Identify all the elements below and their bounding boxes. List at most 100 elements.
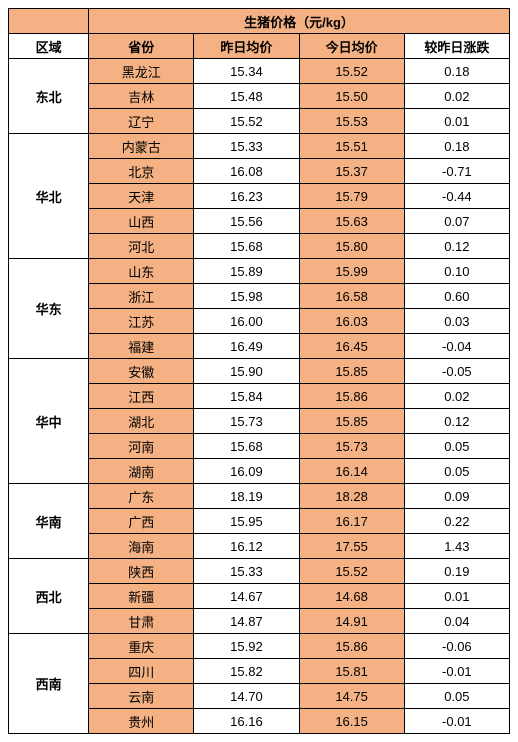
today-cell: 15.79 <box>299 184 404 209</box>
yesterday-cell: 15.90 <box>194 359 299 384</box>
today-cell: 15.51 <box>299 134 404 159</box>
province-cell: 辽宁 <box>89 109 194 134</box>
province-cell: 新疆 <box>89 584 194 609</box>
province-cell: 湖南 <box>89 459 194 484</box>
yesterday-cell: 15.68 <box>194 234 299 259</box>
province-cell: 云南 <box>89 684 194 709</box>
region-cell: 华中 <box>9 359 89 484</box>
today-cell: 15.80 <box>299 234 404 259</box>
today-cell: 15.52 <box>299 559 404 584</box>
change-cell: -0.06 <box>404 634 509 659</box>
price-table: 生猪价格（元/kg） 区域 省份 昨日均价 今日均价 较昨日涨跌 东北黑龙江15… <box>8 8 510 734</box>
change-cell: -0.01 <box>404 659 509 684</box>
change-cell: 0.05 <box>404 684 509 709</box>
table-body: 东北黑龙江15.3415.520.18吉林15.4815.500.02辽宁15.… <box>9 59 510 734</box>
province-cell: 重庆 <box>89 634 194 659</box>
region-cell: 东北 <box>9 59 89 134</box>
table-row: 东北黑龙江15.3415.520.18 <box>9 59 510 84</box>
today-cell: 15.81 <box>299 659 404 684</box>
yesterday-cell: 16.23 <box>194 184 299 209</box>
yesterday-cell: 15.84 <box>194 384 299 409</box>
table-row: 华北内蒙古15.3315.510.18 <box>9 134 510 159</box>
change-cell: 0.02 <box>404 384 509 409</box>
region-cell: 西北 <box>9 559 89 634</box>
today-cell: 15.99 <box>299 259 404 284</box>
change-cell: 0.19 <box>404 559 509 584</box>
col-today: 今日均价 <box>299 34 404 59</box>
today-cell: 14.75 <box>299 684 404 709</box>
change-cell: 0.09 <box>404 484 509 509</box>
yesterday-cell: 16.16 <box>194 709 299 734</box>
today-cell: 15.73 <box>299 434 404 459</box>
change-cell: 0.01 <box>404 584 509 609</box>
yesterday-cell: 15.98 <box>194 284 299 309</box>
province-cell: 天津 <box>89 184 194 209</box>
change-cell: 0.12 <box>404 409 509 434</box>
province-cell: 福建 <box>89 334 194 359</box>
today-cell: 16.03 <box>299 309 404 334</box>
table-row: 华中安徽15.9015.85-0.05 <box>9 359 510 384</box>
change-cell: -0.01 <box>404 709 509 734</box>
change-cell: 0.02 <box>404 84 509 109</box>
yesterday-cell: 15.52 <box>194 109 299 134</box>
header-row: 区域 省份 昨日均价 今日均价 较昨日涨跌 <box>9 34 510 59</box>
today-cell: 14.68 <box>299 584 404 609</box>
change-cell: -0.04 <box>404 334 509 359</box>
province-cell: 陕西 <box>89 559 194 584</box>
yesterday-cell: 15.33 <box>194 134 299 159</box>
province-cell: 甘肃 <box>89 609 194 634</box>
change-cell: 0.18 <box>404 59 509 84</box>
today-cell: 15.85 <box>299 359 404 384</box>
province-cell: 河北 <box>89 234 194 259</box>
change-cell: 0.04 <box>404 609 509 634</box>
province-cell: 内蒙古 <box>89 134 194 159</box>
province-cell: 广东 <box>89 484 194 509</box>
yesterday-cell: 14.70 <box>194 684 299 709</box>
today-cell: 16.58 <box>299 284 404 309</box>
yesterday-cell: 16.49 <box>194 334 299 359</box>
change-cell: 0.18 <box>404 134 509 159</box>
change-cell: 0.60 <box>404 284 509 309</box>
province-cell: 广西 <box>89 509 194 534</box>
province-cell: 河南 <box>89 434 194 459</box>
yesterday-cell: 15.48 <box>194 84 299 109</box>
today-cell: 14.91 <box>299 609 404 634</box>
yesterday-cell: 15.73 <box>194 409 299 434</box>
table-row: 西北陕西15.3315.520.19 <box>9 559 510 584</box>
change-cell: -0.44 <box>404 184 509 209</box>
province-cell: 山东 <box>89 259 194 284</box>
today-cell: 17.55 <box>299 534 404 559</box>
change-cell: -0.71 <box>404 159 509 184</box>
col-region: 区域 <box>9 34 89 59</box>
change-cell: 0.22 <box>404 509 509 534</box>
province-cell: 黑龙江 <box>89 59 194 84</box>
region-cell: 华北 <box>9 134 89 259</box>
province-cell: 四川 <box>89 659 194 684</box>
yesterday-cell: 15.56 <box>194 209 299 234</box>
change-cell: 1.43 <box>404 534 509 559</box>
title-row: 生猪价格（元/kg） <box>9 9 510 34</box>
col-province: 省份 <box>89 34 194 59</box>
yesterday-cell: 16.08 <box>194 159 299 184</box>
today-cell: 15.37 <box>299 159 404 184</box>
today-cell: 15.86 <box>299 384 404 409</box>
change-cell: 0.10 <box>404 259 509 284</box>
yesterday-cell: 16.00 <box>194 309 299 334</box>
today-cell: 16.17 <box>299 509 404 534</box>
province-cell: 山西 <box>89 209 194 234</box>
province-cell: 江苏 <box>89 309 194 334</box>
region-cell: 华南 <box>9 484 89 559</box>
table-row: 西南重庆15.9215.86-0.06 <box>9 634 510 659</box>
today-cell: 16.14 <box>299 459 404 484</box>
today-cell: 16.45 <box>299 334 404 359</box>
corner-cell <box>9 9 89 34</box>
yesterday-cell: 14.87 <box>194 609 299 634</box>
yesterday-cell: 14.67 <box>194 584 299 609</box>
today-cell: 15.53 <box>299 109 404 134</box>
yesterday-cell: 15.89 <box>194 259 299 284</box>
table-title: 生猪价格（元/kg） <box>89 9 510 34</box>
change-cell: 0.03 <box>404 309 509 334</box>
region-cell: 华东 <box>9 259 89 359</box>
today-cell: 15.85 <box>299 409 404 434</box>
yesterday-cell: 15.82 <box>194 659 299 684</box>
